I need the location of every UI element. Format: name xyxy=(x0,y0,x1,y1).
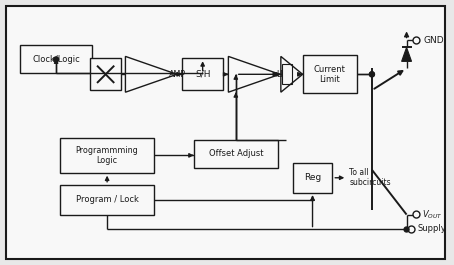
Circle shape xyxy=(413,211,420,218)
Polygon shape xyxy=(228,56,280,92)
Circle shape xyxy=(408,226,415,233)
Text: Programmming
Logic: Programmming Logic xyxy=(76,146,138,165)
Bar xyxy=(60,185,154,215)
Bar xyxy=(293,163,332,193)
Text: LPF: LPF xyxy=(276,70,290,79)
Polygon shape xyxy=(402,47,411,61)
Text: GND: GND xyxy=(424,36,444,45)
Text: AMP: AMP xyxy=(169,70,187,79)
Text: Offset Adjust: Offset Adjust xyxy=(208,149,263,158)
Bar xyxy=(194,140,278,168)
Circle shape xyxy=(404,227,409,232)
Text: Program / Lock: Program / Lock xyxy=(76,195,138,204)
Text: Supply: Supply xyxy=(418,224,446,233)
Circle shape xyxy=(370,72,375,77)
Bar xyxy=(282,64,292,84)
Bar xyxy=(303,55,357,93)
Text: Reg: Reg xyxy=(304,173,321,182)
Text: S/H: S/H xyxy=(195,70,210,79)
Bar xyxy=(20,46,92,73)
Bar xyxy=(182,58,223,90)
Text: To all
subcircuits: To all subcircuits xyxy=(349,168,391,187)
Circle shape xyxy=(54,57,59,62)
Circle shape xyxy=(370,72,375,77)
Bar xyxy=(90,58,122,90)
Text: Clock/Logic: Clock/Logic xyxy=(32,55,80,64)
Circle shape xyxy=(413,37,420,44)
Polygon shape xyxy=(125,56,177,92)
Text: $V_{OUT}$: $V_{OUT}$ xyxy=(422,208,443,221)
Text: Current
Limit: Current Limit xyxy=(314,65,346,84)
Bar xyxy=(60,138,154,173)
